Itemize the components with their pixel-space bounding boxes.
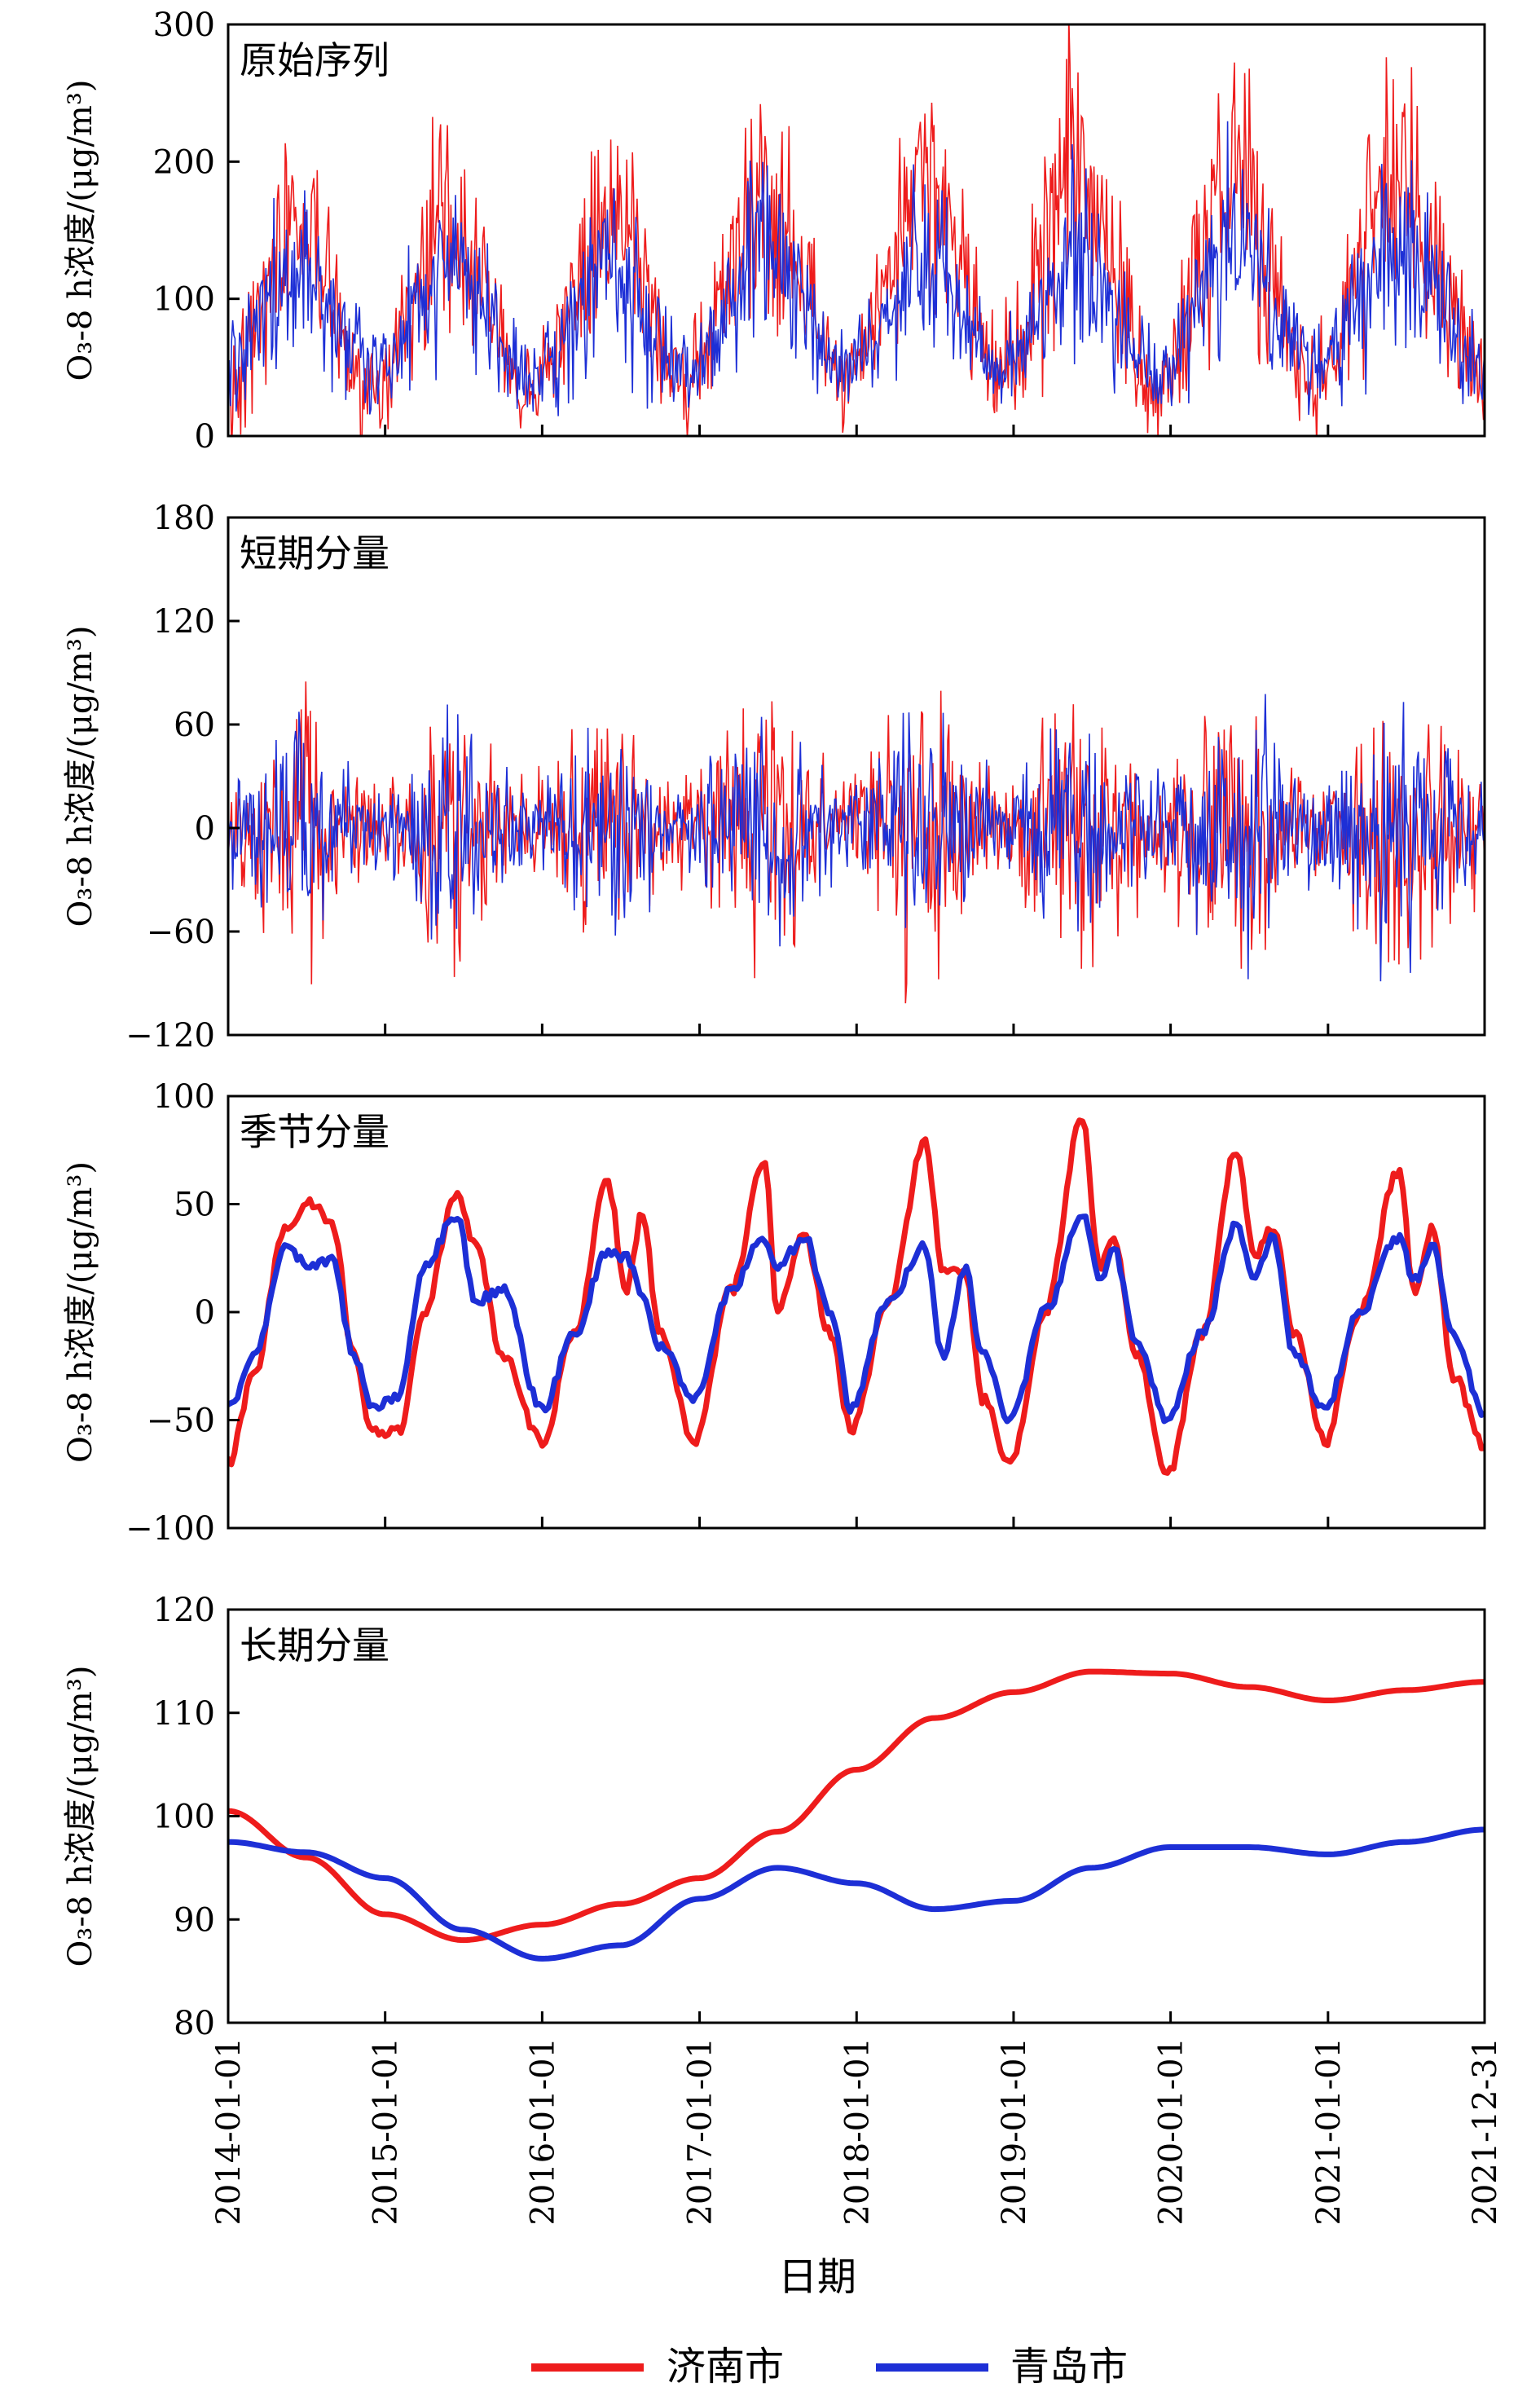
y-axis-label: O₃-8 h浓度/(μg/m³) xyxy=(62,626,99,927)
y-tick-label: 80 xyxy=(174,2005,215,2042)
series-line-qingdao xyxy=(228,694,1485,982)
y-tick-label: −100 xyxy=(125,1510,215,1548)
plot-area xyxy=(228,1117,1485,1476)
chart-panels: 0 100 200 300 原始序列 O₃-8 h浓度/(μg/m³) −120 −60 0 60… xyxy=(62,7,1504,2226)
y-tick-label: 50 xyxy=(174,1187,215,1224)
series-line-qingdao xyxy=(228,1826,1485,1962)
x-tick-label: 2014-01-01 xyxy=(210,2037,248,2226)
y-tick-label: −60 xyxy=(147,914,215,951)
x-axis-label: 日期 xyxy=(778,2254,856,2300)
plot-frame xyxy=(227,1608,1486,2024)
legend-label-jinan: 济南市 xyxy=(667,2344,784,2389)
plot-area xyxy=(228,681,1485,1004)
y-tick-label: −50 xyxy=(147,1403,215,1440)
y-tick-label: 110 xyxy=(153,1695,215,1733)
y-tick-label: 0 xyxy=(195,1294,215,1332)
series-line-jinan xyxy=(228,1117,1485,1476)
panel-3: −100 −50 0 50 100 季节分量 O₃-8 h浓度/(μg/m³) xyxy=(62,1078,1486,1548)
panel-1: 0 100 200 300 原始序列 O₃-8 h浓度/(μg/m³) xyxy=(62,7,1486,456)
series-line-jinan xyxy=(228,1668,1485,1944)
x-tick-label: 2021-01-01 xyxy=(1310,2037,1348,2226)
x-tick-label: 2020-01-01 xyxy=(1153,2037,1190,2226)
series-line-jinan xyxy=(228,24,1485,436)
y-tick-label: 90 xyxy=(174,1901,215,1939)
y-tick-label: 200 xyxy=(153,143,215,181)
y-tick-label: 60 xyxy=(174,707,215,744)
x-tick-label: 2019-01-01 xyxy=(996,2037,1033,2226)
plot-area xyxy=(228,24,1485,436)
panel-title: 原始序列 xyxy=(240,38,389,82)
x-tick-label: 2018-01-01 xyxy=(838,2037,876,2226)
y-tick-label: 120 xyxy=(153,603,215,641)
series-line-qingdao xyxy=(228,121,1485,416)
legend-label-qingdao: 青岛市 xyxy=(1010,2344,1128,2389)
x-tick-label: 2016-01-01 xyxy=(524,2037,561,2226)
plot-frame xyxy=(227,516,1486,1037)
x-tick-label: 2017-01-01 xyxy=(682,2037,719,2226)
panel-title: 季节分量 xyxy=(240,1110,389,1154)
y-tick-label: 100 xyxy=(153,281,215,319)
legend: 济南市 青岛市 xyxy=(531,2344,1128,2389)
panel-title: 短期分量 xyxy=(240,531,389,575)
x-tick-label: 2015-01-01 xyxy=(367,2037,405,2226)
y-tick-label: 300 xyxy=(153,7,215,44)
y-tick-label: −120 xyxy=(125,1017,215,1055)
y-tick-label: 120 xyxy=(153,1592,215,1629)
series-line-qingdao xyxy=(228,1213,1485,1425)
plot-area xyxy=(228,1668,1485,1962)
y-tick-label: 100 xyxy=(153,1078,215,1116)
panel-2: −120 −60 0 60 120 180 短期分量 O₃-8 h浓度/(μg/m³) xyxy=(62,500,1486,1055)
y-axis-label: O₃-8 h浓度/(μg/m³) xyxy=(62,1161,99,1463)
y-axis-label: O₃-8 h浓度/(μg/m³) xyxy=(62,80,99,381)
y-tick-label: 0 xyxy=(195,418,215,456)
panel-title: 长期分量 xyxy=(240,1623,389,1667)
y-tick-label: 0 xyxy=(195,810,215,848)
x-tick-label: 2021-12-31 xyxy=(1467,2037,1504,2226)
panel-4: 80 90 100 110 120 长期分量 O₃-8 h浓度/(μg/m³) xyxy=(62,1592,1486,2042)
y-tick-label: 100 xyxy=(153,1799,215,1836)
y-axis-label: O₃-8 h浓度/(μg/m³) xyxy=(62,1666,99,1967)
y-tick-label: 180 xyxy=(153,500,215,537)
